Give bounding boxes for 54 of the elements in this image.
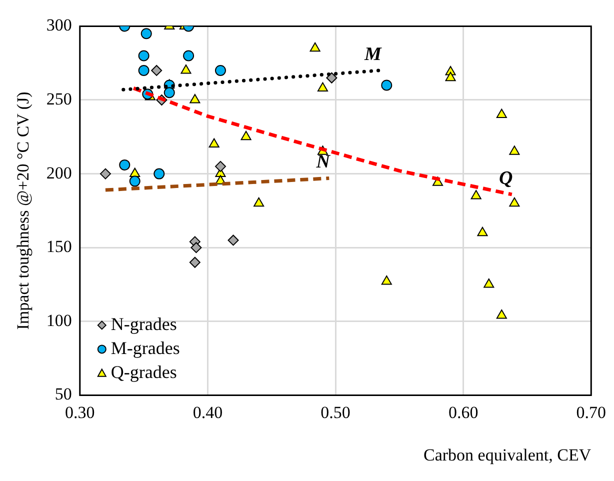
y-tick-label: 150 — [46, 237, 72, 256]
point — [151, 64, 162, 76]
point — [484, 278, 494, 288]
point — [470, 190, 482, 200]
point — [509, 197, 520, 207]
series-label: N — [315, 152, 332, 173]
point — [214, 160, 226, 172]
point — [138, 50, 150, 62]
x-tick-label: 0.60 — [448, 402, 478, 422]
y-tick-label: 200 — [46, 163, 72, 182]
point — [496, 108, 507, 118]
point — [180, 64, 192, 74]
point — [190, 242, 202, 254]
point — [208, 138, 220, 148]
point — [509, 146, 520, 155]
y-tick-label: 250 — [46, 89, 72, 108]
y-tick-label: 300 — [46, 16, 72, 35]
point — [119, 159, 130, 170]
point — [154, 168, 165, 180]
series-label: Q — [499, 168, 514, 189]
point — [140, 28, 152, 40]
point — [190, 94, 200, 104]
point — [214, 64, 226, 76]
point — [189, 256, 200, 268]
point — [138, 64, 150, 76]
point — [254, 197, 264, 207]
point — [381, 276, 392, 285]
y-tick-label: 50 — [54, 384, 72, 404]
point — [164, 87, 175, 98]
legend-label: Q-grades — [110, 362, 177, 382]
x-tick-label: 0.70 — [576, 402, 606, 422]
point — [310, 42, 320, 52]
point — [240, 130, 252, 140]
point — [477, 226, 488, 236]
line-series — [132, 86, 514, 196]
x-tick-label: 0.40 — [192, 402, 223, 422]
point — [381, 80, 392, 91]
legend-label: N-grades — [110, 314, 177, 334]
point — [129, 176, 140, 187]
point — [228, 234, 239, 246]
x-tick-label: 0.30 — [65, 402, 95, 422]
point — [100, 168, 111, 180]
series-label: M — [364, 44, 383, 65]
y-axis-title: Impact toughness @+20 °C CV (J) — [14, 92, 33, 330]
y-tick-label: 100 — [46, 310, 72, 330]
point — [183, 50, 194, 62]
legend-label: M-grades — [110, 338, 180, 358]
x-axis-title: Carbon equivalent, CEV — [424, 445, 592, 464]
x-tick-label: 0.50 — [320, 402, 350, 422]
point — [326, 72, 338, 84]
point — [130, 168, 140, 178]
point — [317, 82, 328, 92]
point — [496, 309, 507, 319]
point — [445, 72, 456, 82]
